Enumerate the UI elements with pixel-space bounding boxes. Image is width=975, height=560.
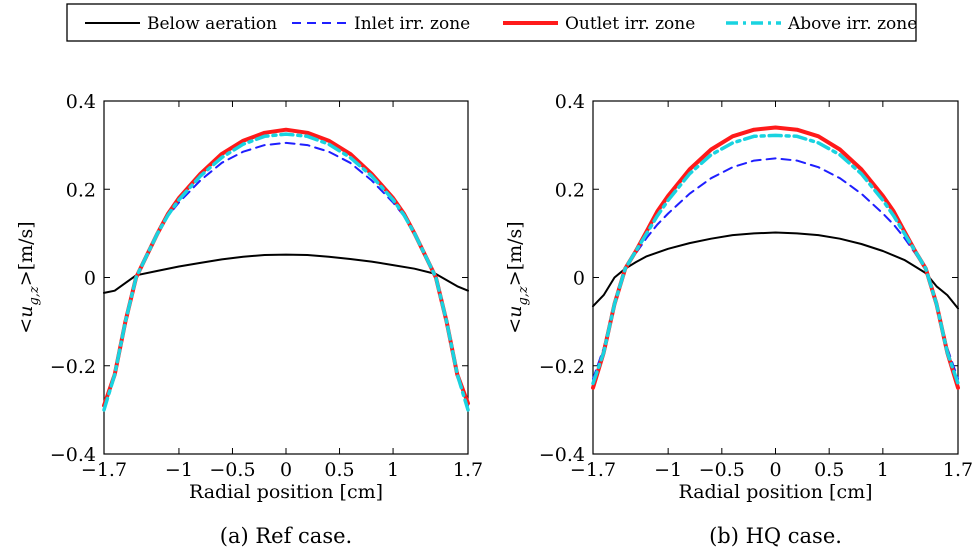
y-tick-label: 0.2 (66, 179, 96, 201)
x-axis-hq: −1.7 −1 −0.5 0 0.5 1 1.7 (570, 101, 973, 481)
legend-label-3: Above irr. zone (787, 14, 917, 34)
y-tick-label: 0 (573, 268, 585, 290)
y-axis-label-sub: g,z (27, 286, 42, 305)
x-tick-label: 1.7 (943, 459, 973, 481)
x-tick-label: −0.5 (209, 459, 255, 481)
chart-panel-hq: −0.4 −0.2 0 0.2 0.4 −1.7 −1 −0.5 0 0.5 1 1.7 Radia… (504, 91, 973, 548)
legend: Below aeration Inlet irr. zone Outlet irr.… (66, 3, 917, 42)
y-axis-label-prefix: <u (15, 306, 37, 334)
y-axis-label-ref: <ug,z>[m/s] (15, 221, 42, 333)
series-line-3 (591, 133, 960, 386)
x-tick-label: −0.5 (699, 459, 745, 481)
series-line-1 (592, 157, 959, 380)
y-tick-label: −0.2 (539, 356, 585, 378)
x-tick-label: 0 (769, 459, 781, 481)
plot-area-ref (103, 100, 469, 455)
y-axis-label-suffix: >[m/s] (15, 221, 37, 286)
x-axis-label-ref: Radial position [cm] (189, 481, 383, 503)
x-tick-label: 1 (877, 459, 889, 481)
x-tick-label: 1.7 (453, 459, 483, 481)
x-tick-label: −1.7 (81, 459, 127, 481)
y-tick-label: −0.4 (50, 444, 96, 466)
y-axis-label-hq: <ug,z>[m/s] (504, 221, 531, 333)
legend-label-2: Outlet irr. zone (565, 14, 695, 34)
y-axis-label-suffix: >[m/s] (504, 221, 526, 286)
series-line-0 (103, 253, 469, 294)
y-tick-label: 0.2 (555, 179, 585, 201)
y-tick-label: 0.4 (555, 91, 585, 113)
y-tick-label: 0.4 (66, 91, 96, 113)
legend-frame (66, 3, 917, 42)
x-axis-label-hq: Radial position [cm] (678, 481, 872, 503)
y-axis-label-prefix: <u (504, 306, 526, 334)
y-tick-label: −0.4 (539, 444, 585, 466)
x-axis-ref: −1.7 −1 −0.5 0 0.5 1 1.7 (81, 101, 483, 481)
series-layer-hq (591, 125, 960, 390)
series-line-3 (102, 132, 470, 412)
x-tick-label: −1 (165, 459, 193, 481)
series-line-0 (592, 231, 959, 310)
caption-hq: (b) HQ case. (709, 524, 842, 548)
y-tick-label: −0.2 (50, 356, 96, 378)
x-tick-label: 1 (387, 459, 399, 481)
y-axis-label-sub: g,z (516, 286, 531, 305)
legend-label-1: Inlet irr. zone (354, 14, 470, 34)
series-line-1 (103, 141, 469, 407)
chart-panel-ref: −0.4 −0.2 0 0.2 0.4 −1.7 −1 −0.5 0 0.5 1 1.7 Radia… (15, 91, 483, 548)
series-line-2 (591, 125, 960, 390)
caption-ref: (a) Ref case. (220, 524, 352, 548)
x-tick-label: −1 (654, 459, 682, 481)
x-tick-label: 0.5 (814, 459, 844, 481)
y-axis-ref: −0.4 −0.2 0 0.2 0.4 (50, 91, 468, 466)
y-axis-hq: −0.4 −0.2 0 0.2 0.4 (539, 91, 958, 466)
y-tick-label: 0 (84, 268, 96, 290)
x-tick-label: −1.7 (570, 459, 616, 481)
x-tick-label: 0.5 (324, 459, 354, 481)
series-layer-ref (102, 127, 470, 412)
plot-area-hq (592, 100, 959, 455)
legend-label-0: Below aeration (147, 14, 277, 34)
x-tick-label: 0 (280, 459, 292, 481)
